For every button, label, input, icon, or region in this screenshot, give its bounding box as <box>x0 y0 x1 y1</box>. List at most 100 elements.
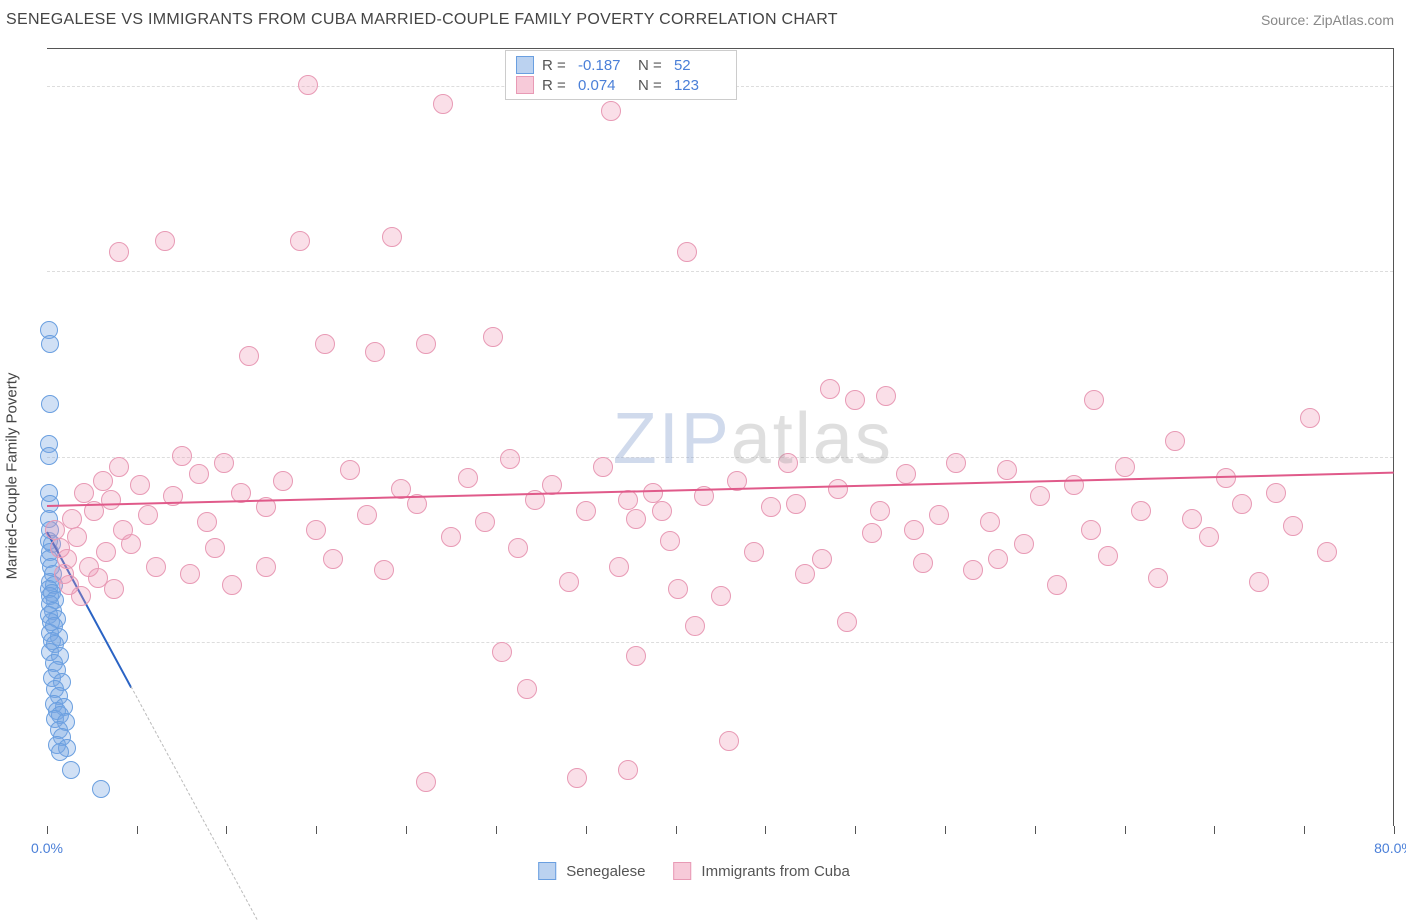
data-point <box>290 231 310 251</box>
y-tick-label: 20.0% <box>1398 78 1406 94</box>
data-point <box>618 760 638 780</box>
gridline <box>47 457 1393 458</box>
data-point <box>1115 457 1135 477</box>
data-point <box>567 768 587 788</box>
data-point <box>761 497 781 517</box>
legend-swatch <box>516 56 534 74</box>
data-point <box>593 457 613 477</box>
plot-area: 5.0%10.0%15.0%20.0%0.0%80.0% <box>47 48 1394 826</box>
data-point <box>685 616 705 636</box>
data-point <box>668 579 688 599</box>
data-point <box>214 453 234 473</box>
gridline <box>47 642 1393 643</box>
y-axis-label: Married-Couple Family Poverty <box>4 373 21 580</box>
data-point <box>109 457 129 477</box>
legend-series-label: Senegalese <box>566 863 645 880</box>
data-point <box>189 464 209 484</box>
legend-row: R =0.074N =123 <box>516 75 726 95</box>
data-point <box>576 501 596 521</box>
trend-line-extrapolation <box>131 686 258 920</box>
data-point <box>786 494 806 514</box>
data-point <box>51 743 69 761</box>
legend-swatch <box>538 862 556 880</box>
x-tick <box>1304 826 1305 834</box>
legend-r-value: -0.187 <box>578 57 630 74</box>
correlation-legend: R = -0.187 N = 52R =0.074N =123 <box>505 50 737 100</box>
x-tick <box>226 826 227 834</box>
data-point <box>441 527 461 547</box>
data-point <box>109 242 129 262</box>
legend-r-label: R = <box>542 57 570 74</box>
data-point <box>1148 568 1168 588</box>
data-point <box>1081 520 1101 540</box>
x-tick <box>137 826 138 834</box>
data-point <box>876 386 896 406</box>
data-point <box>643 483 663 503</box>
x-tick-label: 80.0% <box>1374 840 1406 856</box>
data-point <box>492 642 512 662</box>
data-point <box>1249 572 1269 592</box>
data-point <box>323 549 343 569</box>
data-point <box>1300 408 1320 428</box>
legend-swatch <box>673 862 691 880</box>
data-point <box>483 327 503 347</box>
legend-series-label: Immigrants from Cuba <box>701 863 849 880</box>
data-point <box>298 75 318 95</box>
data-point <box>475 512 495 532</box>
x-tick <box>316 826 317 834</box>
data-point <box>677 242 697 262</box>
data-point <box>862 523 882 543</box>
data-point <box>517 679 537 699</box>
data-point <box>997 460 1017 480</box>
data-point <box>62 509 82 529</box>
data-point <box>980 512 1000 532</box>
data-point <box>222 575 242 595</box>
data-point <box>812 549 832 569</box>
data-point <box>365 342 385 362</box>
data-point <box>946 453 966 473</box>
data-point <box>1199 527 1219 547</box>
data-point <box>57 549 77 569</box>
data-point <box>828 479 848 499</box>
x-tick <box>945 826 946 834</box>
data-point <box>172 446 192 466</box>
data-point <box>1182 509 1202 529</box>
legend-row: R =-0.187N =52 <box>516 55 726 75</box>
data-point <box>104 579 124 599</box>
data-point <box>146 557 166 577</box>
y-tick-label: 15.0% <box>1398 263 1406 279</box>
data-point <box>913 553 933 573</box>
legend-n-label: N = <box>638 77 666 94</box>
data-point <box>357 505 377 525</box>
legend-n-value: 52 <box>674 57 726 74</box>
data-point <box>1014 534 1034 554</box>
data-point <box>101 490 121 510</box>
data-point <box>1266 483 1286 503</box>
data-point <box>778 453 798 473</box>
data-point <box>1283 516 1303 536</box>
chart-header: SENEGALESE VS IMMIGRANTS FROM CUBA MARRI… <box>0 0 1406 40</box>
data-point <box>374 560 394 580</box>
data-point <box>121 534 141 554</box>
data-point <box>559 572 579 592</box>
data-point <box>508 538 528 558</box>
data-point <box>795 564 815 584</box>
data-point <box>71 586 91 606</box>
data-point <box>273 471 293 491</box>
data-point <box>601 101 621 121</box>
data-point <box>74 483 94 503</box>
data-point <box>41 335 59 353</box>
data-point <box>96 542 116 562</box>
data-point <box>40 447 58 465</box>
data-point <box>239 346 259 366</box>
x-tick-label: 0.0% <box>31 840 63 856</box>
data-point <box>306 520 326 540</box>
data-point <box>155 231 175 251</box>
data-point <box>896 464 916 484</box>
data-point <box>1098 546 1118 566</box>
y-tick-label: 5.0% <box>1398 634 1406 650</box>
legend-r-label: R = <box>542 77 570 94</box>
data-point <box>744 542 764 562</box>
data-point <box>93 471 113 491</box>
data-point <box>500 449 520 469</box>
